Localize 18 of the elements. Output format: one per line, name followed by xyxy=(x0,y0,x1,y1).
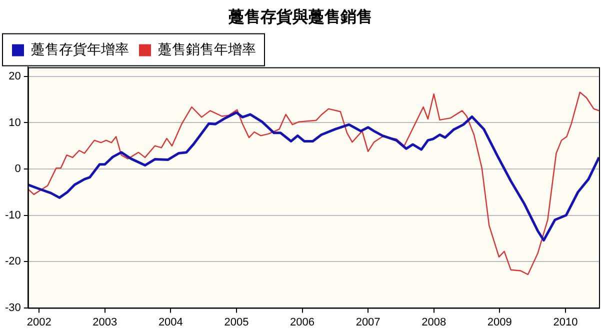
x-tick-label: 2007 xyxy=(356,316,380,328)
x-tick-label: 2003 xyxy=(92,316,118,328)
y-tick-label: 20 xyxy=(8,70,21,82)
x-tick-label: 2004 xyxy=(158,316,183,328)
x-tick-label: 2009 xyxy=(487,316,512,328)
x-tick-label: 2010 xyxy=(553,316,578,328)
y-tick-label: 0 xyxy=(14,163,21,176)
x-tick-label: 2002 xyxy=(26,316,52,328)
chart-title: 躉售存貨與躉售銷售 xyxy=(228,6,372,26)
y-tick-label: -20 xyxy=(4,256,21,268)
y-tick-label: -10 xyxy=(4,209,21,222)
y-tick-label: -30 xyxy=(4,302,21,314)
x-tick-label: 2005 xyxy=(224,316,249,328)
legend-label: 躉售存貨年增率 xyxy=(31,42,129,58)
y-tick-label: 10 xyxy=(8,116,21,129)
x-tick-label: 2006 xyxy=(290,316,315,328)
x-tick-label: 2008 xyxy=(422,316,446,328)
legend-label: 躉售銷售年增率 xyxy=(158,42,256,58)
